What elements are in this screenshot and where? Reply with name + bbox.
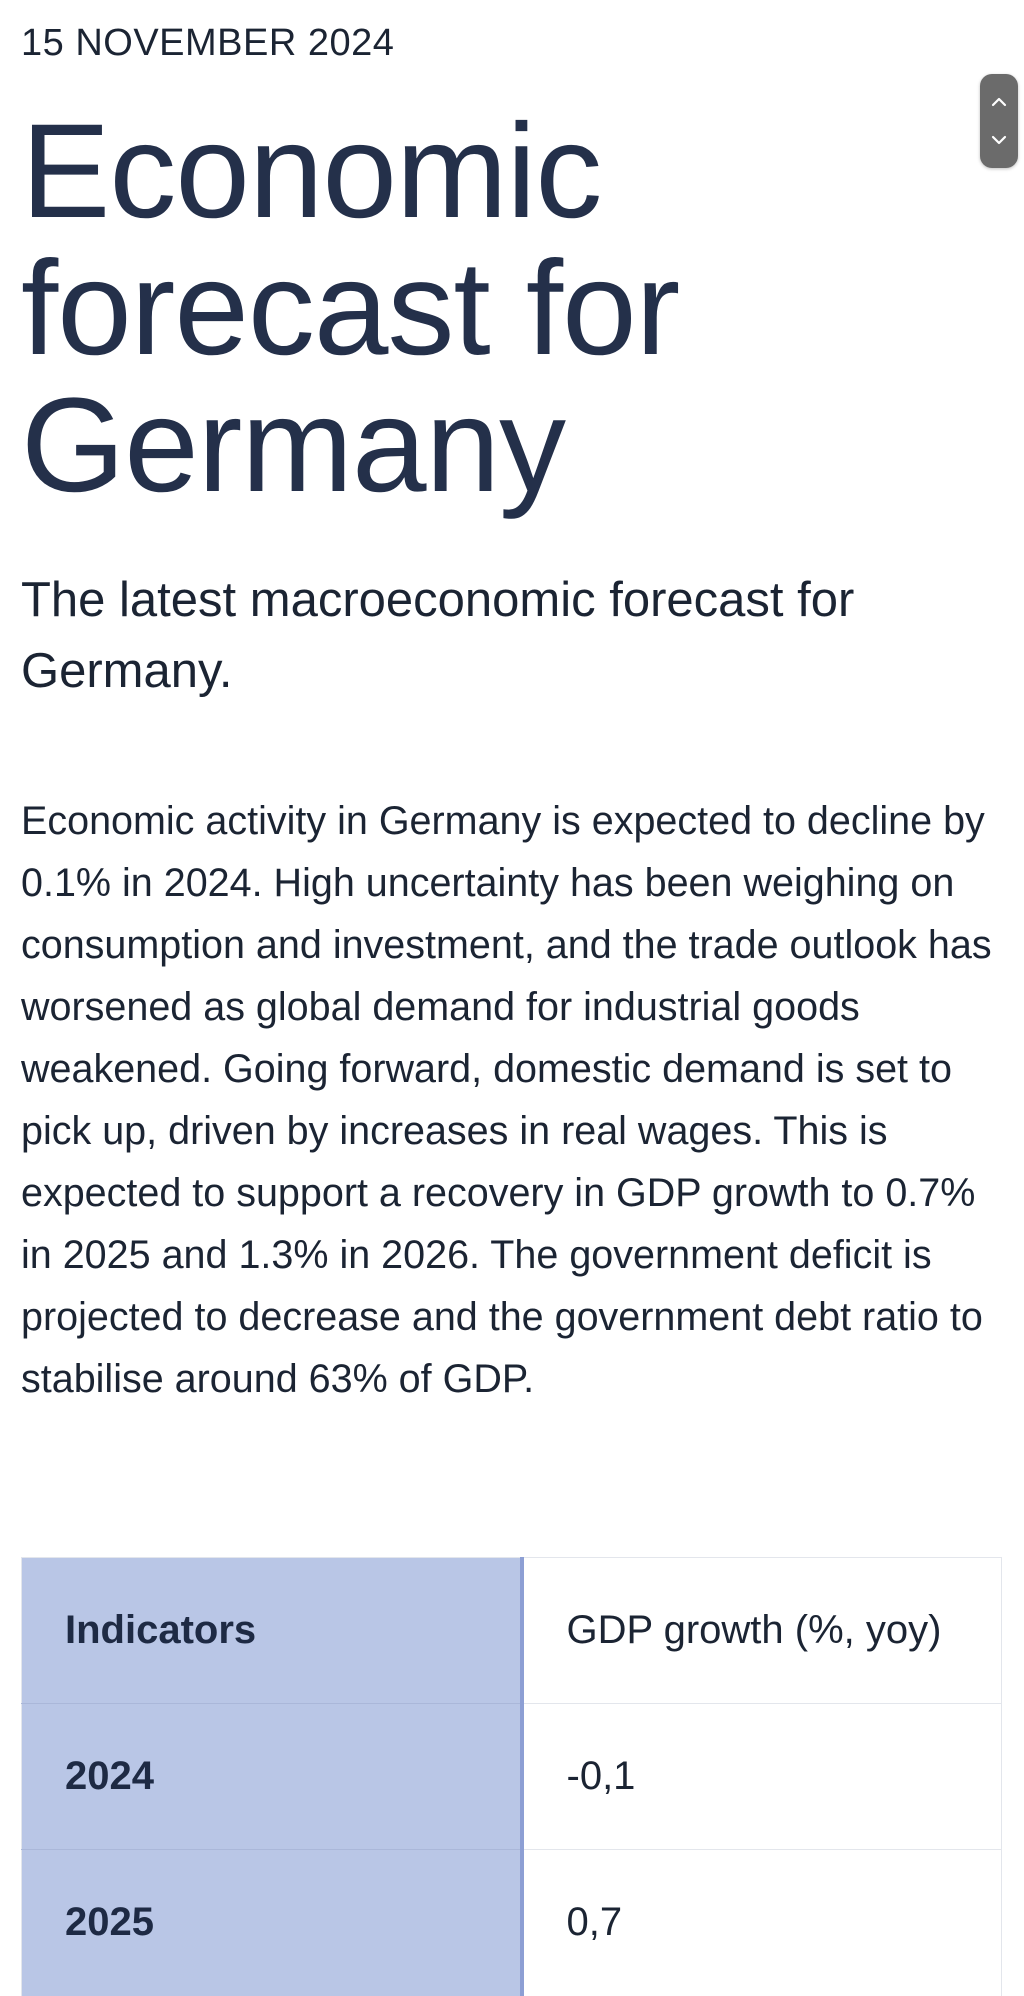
- indicators-header: Indicators: [21, 1557, 524, 1704]
- page-title: Economic forecast for Germany: [21, 97, 680, 520]
- gdp-growth-header: GDP growth (%, yoy): [521, 1557, 1002, 1704]
- chevron-down-icon[interactable]: [988, 131, 1010, 149]
- table-header-row: Indicators GDP growth (%, yoy): [21, 1557, 1002, 1704]
- table-row: 2024 -0,1: [21, 1703, 1002, 1850]
- publication-date: 15 NOVEMBER 2024: [21, 22, 395, 64]
- row-year: 2024: [21, 1703, 524, 1850]
- row-value: 0,7: [521, 1849, 1002, 1996]
- article-body: Economic activity in Germany is expected…: [21, 799, 992, 1401]
- row-year: 2025: [21, 1849, 524, 1996]
- row-value: -0,1: [521, 1703, 1002, 1850]
- page-scroll-control[interactable]: [980, 74, 1018, 168]
- table-row: 2025 0,7: [21, 1849, 1002, 1996]
- page-subtitle: The latest macroeconomic forecast for Ge…: [21, 573, 855, 698]
- chevron-up-icon[interactable]: [988, 93, 1010, 111]
- forecast-table: Indicators GDP growth (%, yoy) 2024 -0,1…: [21, 1557, 1002, 1996]
